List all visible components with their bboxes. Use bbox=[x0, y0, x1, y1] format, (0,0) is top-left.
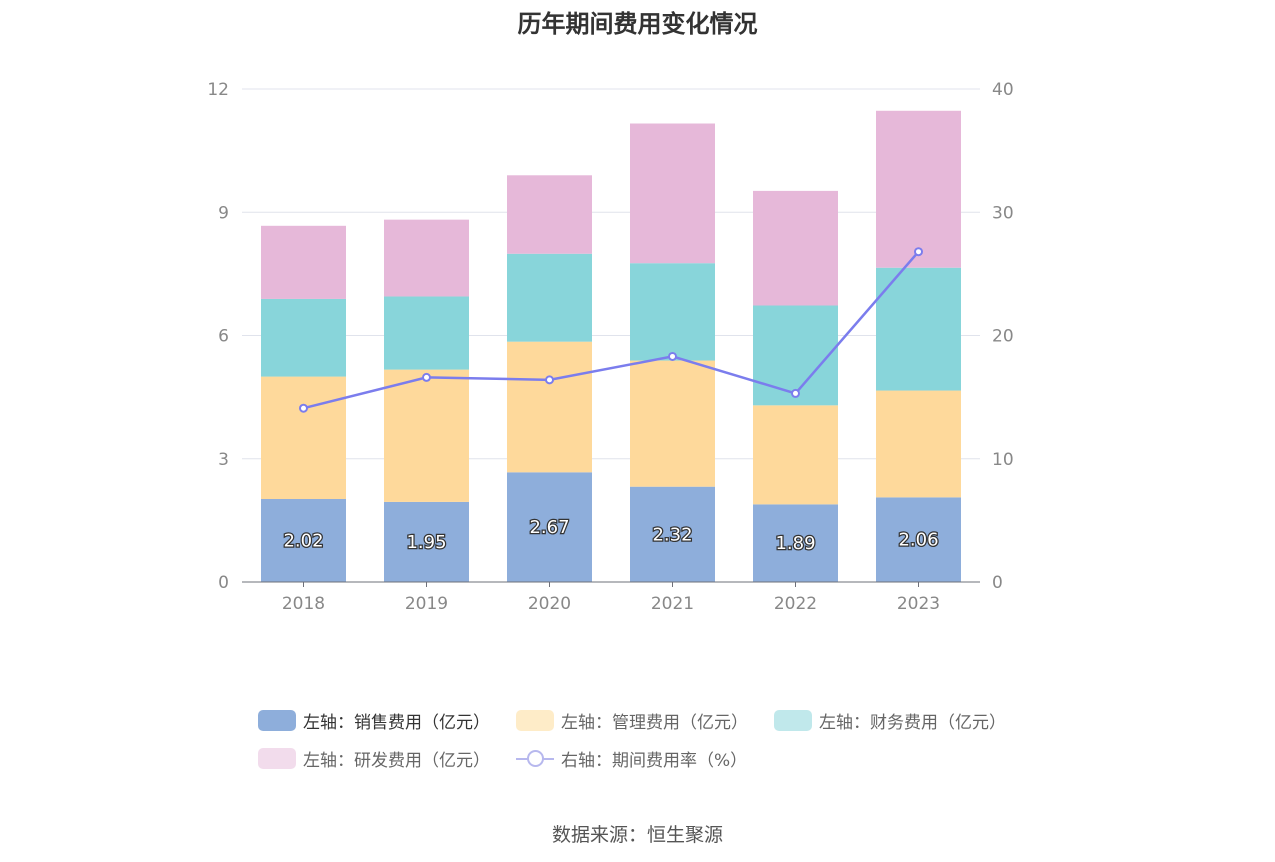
legend-swatch-expense-rate bbox=[516, 748, 554, 769]
bar-segment bbox=[507, 472, 592, 582]
bar-segment bbox=[384, 369, 469, 502]
legend-label-expense-rate: 右轴：期间费用率（%） bbox=[561, 751, 748, 771]
bar-segment bbox=[507, 341, 592, 473]
legend-item-admin[interactable]: 左轴：管理费用（亿元） bbox=[516, 708, 748, 733]
bar-segment bbox=[384, 219, 469, 297]
bar-segment bbox=[507, 175, 592, 254]
bar-segment bbox=[384, 296, 469, 370]
bar-data-label: 2.06 bbox=[898, 530, 938, 551]
chart-canvas: 0 0 3 10 6 20 9 30 12 40 2018 2019 2020 2021 2022 2023 2… bbox=[207, 80, 1014, 614]
legend-swatch-rnd bbox=[258, 748, 296, 769]
y-left-tick-label: 0 bbox=[218, 573, 229, 593]
bar-segment bbox=[261, 225, 346, 299]
bar-data-label: 2.32 bbox=[652, 524, 692, 545]
x-tick-label: 2021 bbox=[651, 594, 694, 614]
x-tick-label: 2019 bbox=[405, 594, 448, 614]
y-right-tick-label: 30 bbox=[992, 203, 1014, 223]
expense-rate-point bbox=[545, 375, 554, 385]
x-tick-label: 2022 bbox=[774, 594, 817, 614]
bar-segment bbox=[630, 486, 715, 582]
expense-rate-line bbox=[303, 250, 920, 410]
bar-segment bbox=[261, 298, 346, 377]
x-tick-label: 2020 bbox=[528, 594, 571, 614]
legend-label-sales: 左轴：销售费用（亿元） bbox=[303, 713, 490, 733]
bar-segment bbox=[261, 499, 346, 582]
expense-rate-point bbox=[914, 247, 923, 257]
y-left-tick-label: 3 bbox=[218, 450, 229, 470]
bar-segment bbox=[261, 376, 346, 500]
bar-segment bbox=[876, 267, 961, 391]
bar-data-label: 1.89 bbox=[775, 533, 815, 554]
expense-rate-point bbox=[422, 372, 431, 382]
bar-segment bbox=[507, 253, 592, 342]
expense-rate-point bbox=[299, 403, 308, 413]
legend-label-admin: 左轴：管理费用（亿元） bbox=[561, 713, 748, 733]
legend-swatch-sales bbox=[258, 710, 296, 731]
bar-segment bbox=[630, 360, 715, 487]
x-tick-label: 2023 bbox=[897, 594, 940, 614]
y-left-tick-label: 9 bbox=[218, 203, 229, 223]
y-right-tick-label: 40 bbox=[992, 80, 1014, 100]
legend-swatch-admin bbox=[516, 710, 554, 731]
y-right-tick-label: 20 bbox=[992, 327, 1014, 347]
expense-rate-point bbox=[791, 388, 800, 398]
bar-data-label: 1.95 bbox=[406, 532, 446, 553]
y-left-tick-label: 6 bbox=[218, 327, 229, 347]
legend-item-finance[interactable]: 左轴：财务费用（亿元） bbox=[774, 708, 1006, 733]
legend-item-rnd[interactable]: 左轴：研发费用（亿元） bbox=[258, 746, 490, 771]
expense-rate-point bbox=[668, 351, 677, 361]
legend-item-expense-rate[interactable]: 右轴：期间费用率（%） bbox=[516, 746, 747, 771]
bar-segment bbox=[753, 504, 838, 582]
y-left-tick-label: 12 bbox=[207, 80, 229, 100]
bar-segment bbox=[876, 110, 961, 268]
bar-segment bbox=[630, 123, 715, 264]
bar-segment bbox=[876, 390, 961, 498]
legend-label-rnd: 左轴：研发费用（亿元） bbox=[303, 751, 490, 771]
legend-label-finance: 左轴：财务费用（亿元） bbox=[819, 713, 1006, 733]
bar-data-label: 2.02 bbox=[283, 531, 323, 552]
bar-data-label: 2.67 bbox=[529, 517, 569, 538]
bar-segment bbox=[753, 405, 838, 505]
bar-segment bbox=[630, 263, 715, 361]
bar-segment bbox=[753, 305, 838, 406]
legend-swatch-finance bbox=[774, 710, 812, 731]
y-right-tick-label: 0 bbox=[992, 573, 1003, 593]
bar-segment bbox=[876, 497, 961, 582]
data-source-note: 数据来源：恒生聚源 bbox=[551, 824, 723, 846]
x-tick-label: 2018 bbox=[282, 594, 325, 614]
bar-segment bbox=[753, 190, 838, 306]
legend-item-sales[interactable]: 左轴：销售费用（亿元） bbox=[258, 708, 490, 733]
chart-title: 历年期间费用变化情况 bbox=[517, 10, 758, 38]
y-right-tick-label: 10 bbox=[992, 450, 1014, 470]
bar-segment bbox=[384, 501, 469, 582]
